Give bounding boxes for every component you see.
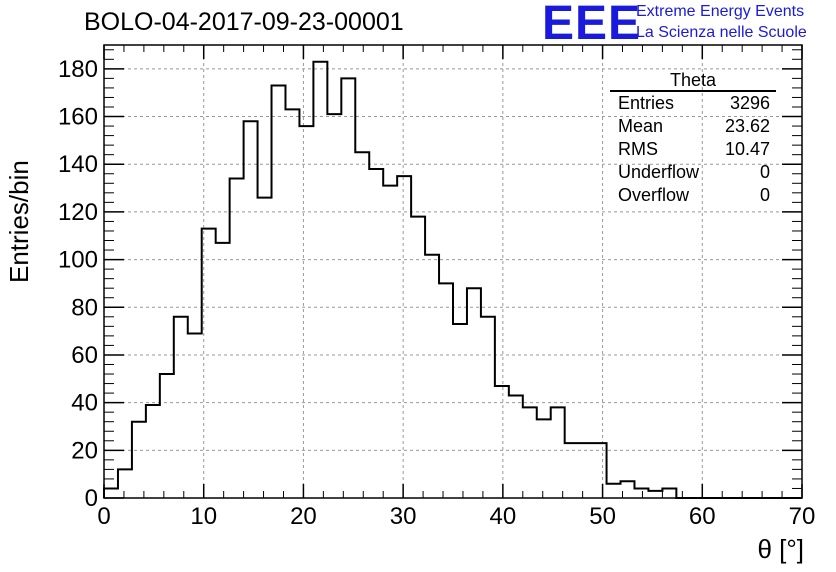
stats-label: Mean — [618, 116, 664, 136]
x-tick-label: 40 — [490, 503, 517, 530]
stats-title: Theta — [610, 70, 776, 92]
y-tick-label: 0 — [85, 485, 98, 512]
y-tick-label: 40 — [71, 390, 98, 417]
plot-frame — [103, 44, 803, 499]
x-tick-label: 10 — [190, 503, 217, 530]
y-tick-label: 20 — [71, 437, 98, 464]
x-tick-label: 70 — [789, 503, 816, 530]
stats-value: 0 — [759, 185, 770, 205]
stats-label: Underflow — [618, 162, 700, 182]
stats-value: 10.47 — [724, 139, 770, 159]
stats-value: 23.62 — [724, 116, 770, 136]
stats-label: Entries — [618, 93, 675, 113]
eee-logo: EEE — [542, 0, 642, 50]
y-tick-label: 180 — [58, 56, 98, 83]
y-tick-label: 100 — [58, 247, 98, 274]
y-tick-label: 60 — [71, 342, 98, 369]
x-tick-label: 30 — [390, 503, 417, 530]
y-tick-label: 160 — [58, 104, 98, 131]
y-tick-label: 120 — [58, 199, 98, 226]
logo-line-1: Extreme Energy Events — [636, 3, 805, 20]
logo-line-2: La Scienza nelle Scuole — [636, 24, 807, 41]
stats-row-entries: Entries 3296 — [610, 92, 776, 115]
x-tick-label: 0 — [97, 503, 110, 530]
stats-value: 3296 — [729, 93, 770, 113]
x-tick-label: 20 — [290, 503, 317, 530]
chart-title: BOLO-04-2017-09-23-00001 — [84, 8, 404, 36]
y-tick-label: 80 — [71, 294, 98, 321]
stats-value: 0 — [759, 162, 770, 182]
stats-label: RMS — [618, 139, 658, 159]
stats-row-underflow: Underflow 0 — [610, 161, 776, 184]
stats-label: Overflow — [618, 185, 690, 205]
x-tick-label: 50 — [589, 503, 616, 530]
y-tick-label: 140 — [58, 151, 98, 178]
stats-row-overflow: Overflow 0 — [610, 184, 776, 207]
x-axis-label: θ [°] — [757, 534, 804, 564]
y-axis-label: Entries/bin — [4, 160, 34, 283]
x-tick-label: 60 — [689, 503, 716, 530]
histogram-series — [103, 60, 802, 499]
stats-box: Theta Entries 3296 Mean 23.62 RMS 10.47 … — [610, 70, 776, 207]
stats-row-rms: RMS 10.47 — [610, 138, 776, 161]
axis-ticks — [103, 45, 803, 499]
tick-labels: 0 10 20 30 40 50 60 70 0 20 40 60 80 100 120 140 160 180 — [58, 56, 815, 530]
stats-row-mean: Mean 23.62 — [610, 115, 776, 138]
